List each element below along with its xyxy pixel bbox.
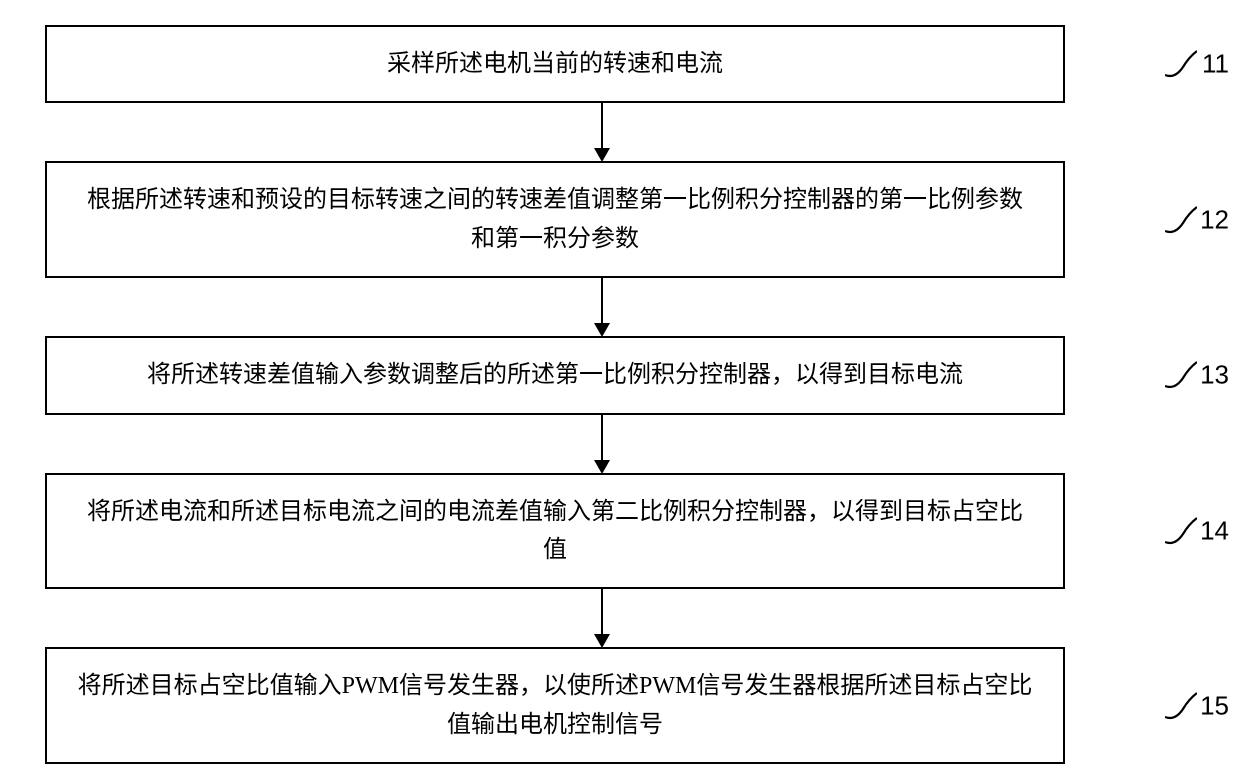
arrow-line (601, 278, 603, 324)
arrow-head-icon (594, 460, 610, 474)
step-box-12: 根据所述转速和预设的目标转速之间的转速差值调整第一比例积分控制器的第一比例参数和… (45, 161, 1065, 278)
arrow-line (601, 589, 603, 635)
curve-connector-icon (1165, 47, 1197, 81)
curve-connector-icon (1165, 358, 1197, 392)
arrow-head-icon (594, 634, 610, 648)
arrow-connector (92, 278, 1112, 336)
arrow-connector (92, 589, 1112, 647)
step-box-14: 将所述电流和所述目标电流之间的电流差值输入第二比例积分控制器，以得到目标占空比值 (45, 473, 1065, 590)
step-label: 11 (1202, 49, 1229, 80)
arrow-head-icon (594, 148, 610, 162)
step-text: 将所述目标占空比值输入PWM信号发生器，以使所述PWM信号发生器根据所述目标占空… (77, 667, 1033, 744)
step-text: 采样所述电机当前的转速和电流 (387, 45, 723, 83)
step-label: 14 (1200, 515, 1229, 546)
flowchart-container: 采样所述电机当前的转速和电流 11 根据所述转速和预设的目标转速之间的转速差值调… (45, 25, 1159, 764)
arrow-line (601, 415, 603, 461)
step-text: 将所述电流和所述目标电流之间的电流差值输入第二比例积分控制器，以得到目标占空比值 (77, 493, 1033, 570)
curve-connector-icon (1165, 689, 1197, 723)
step-box-15: 将所述目标占空比值输入PWM信号发生器，以使所述PWM信号发生器根据所述目标占空… (45, 647, 1065, 764)
step-label: 13 (1200, 360, 1229, 391)
step-row-15: 将所述目标占空比值输入PWM信号发生器，以使所述PWM信号发生器根据所述目标占空… (45, 647, 1159, 764)
curve-connector-icon (1165, 203, 1197, 237)
step-label: 12 (1200, 204, 1229, 235)
arrow-connector (92, 415, 1112, 473)
step-label: 15 (1200, 690, 1229, 721)
step-text: 根据所述转速和预设的目标转速之间的转速差值调整第一比例积分控制器的第一比例参数和… (77, 181, 1033, 258)
curve-connector-icon (1165, 514, 1197, 548)
arrow-connector (92, 103, 1112, 161)
step-row-14: 将所述电流和所述目标电流之间的电流差值输入第二比例积分控制器，以得到目标占空比值… (45, 473, 1159, 590)
arrow-line (601, 103, 603, 149)
step-row-11: 采样所述电机当前的转速和电流 11 (45, 25, 1159, 103)
step-row-13: 将所述转速差值输入参数调整后的所述第一比例积分控制器，以得到目标电流 13 (45, 336, 1159, 414)
step-text: 将所述转速差值输入参数调整后的所述第一比例积分控制器，以得到目标电流 (147, 356, 963, 394)
step-row-12: 根据所述转速和预设的目标转速之间的转速差值调整第一比例积分控制器的第一比例参数和… (45, 161, 1159, 278)
step-box-11: 采样所述电机当前的转速和电流 (45, 25, 1065, 103)
arrow-head-icon (594, 323, 610, 337)
step-box-13: 将所述转速差值输入参数调整后的所述第一比例积分控制器，以得到目标电流 (45, 336, 1065, 414)
